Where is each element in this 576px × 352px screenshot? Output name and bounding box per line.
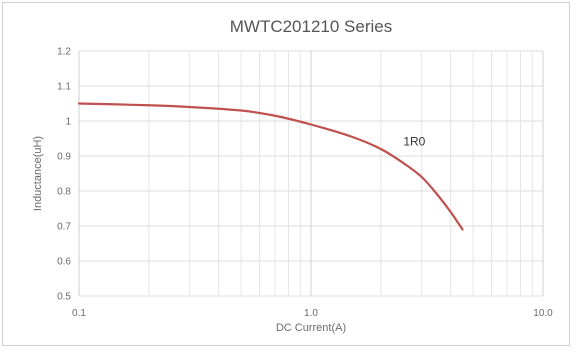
series-layer [77, 102, 464, 231]
annotation-layer: 1R0 [403, 135, 425, 149]
series-label: 1R0 [403, 135, 425, 149]
x-axis-title: DC Current(A) [276, 322, 346, 334]
y-tick-label: 0.9 [57, 152, 71, 163]
chart-title: MWTC201210 Series [230, 17, 393, 36]
grid-lines [78, 50, 544, 297]
series-line-1R0 [77, 102, 464, 231]
y-axis-ticks: 0.5 0.6 0.7 0.8 0.9 1 1.1 1.2 [57, 47, 71, 303]
x-tick-label: 10.0 [533, 308, 553, 319]
y-tick-label: 0.7 [57, 222, 71, 233]
y-tick-label: 1.2 [57, 47, 71, 58]
x-tick-label: 0.1 [72, 308, 86, 319]
y-axis-title: Inductance(uH) [32, 136, 44, 211]
y-tick-label: 0.6 [57, 257, 71, 268]
x-axis-ticks: 0.1 1.0 10.0 [72, 308, 553, 319]
chart-svg: MWTC201210 Series 0.5 0.6 0.7 0.8 0.9 1 1.1 1.2… [32, 17, 553, 334]
chart-frame: MWTC201210 Series 0.5 0.6 0.7 0.8 0.9 1 1.1 1.2… [2, 2, 570, 346]
y-tick-label: 1.1 [57, 82, 71, 93]
y-tick-label: 0.8 [57, 187, 71, 198]
x-tick-label: 1.0 [304, 308, 318, 319]
y-tick-label: 0.5 [57, 292, 71, 303]
y-tick-label: 1 [65, 117, 71, 128]
